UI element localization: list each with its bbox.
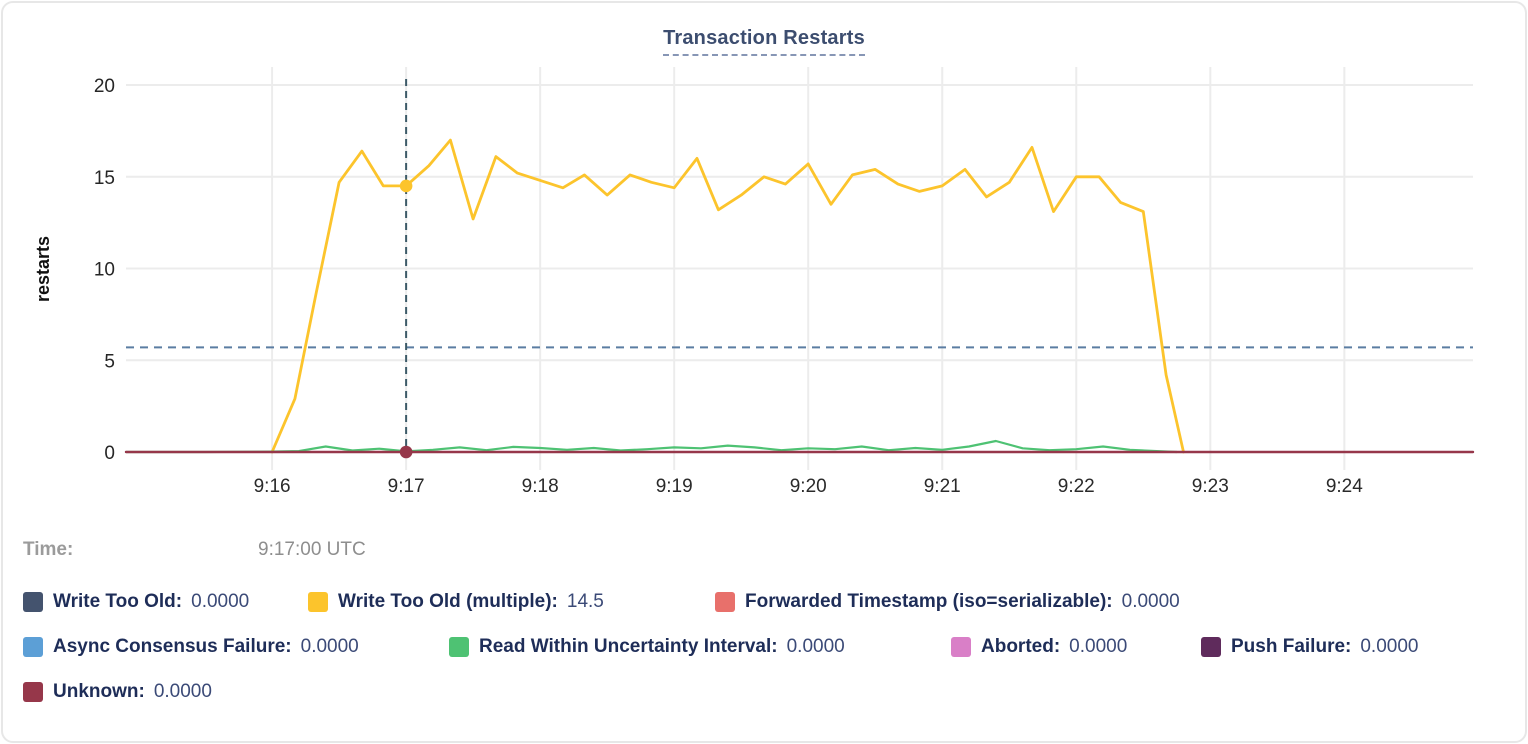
x-tick-label: 9:23 (1192, 476, 1229, 497)
legend-swatch (23, 682, 43, 702)
chart-canvas[interactable]: 0 5 10 15 20 9:16 9:17 9:18 9:19 9:20 9:21 9:22 9:23… (3, 3, 1527, 527)
legend-item-unknown: Unknown: 0.0000 (23, 681, 212, 703)
x-tick-label: 9:18 (522, 476, 559, 497)
legend-label: Push Failure: (1231, 636, 1352, 657)
y-tick-label: 15 (94, 168, 115, 189)
y-axis-title: restarts (33, 236, 53, 302)
legend-item-forwarded-timestamp-iso-serializable: Forwarded Timestamp (iso=serializable): 0… (715, 591, 1180, 613)
legend-value: 0.0000 (1121, 591, 1180, 612)
hover-dot-write-too-old-multiple (399, 179, 413, 193)
legend-item-write-too-old: Write Too Old: 0.0000 (23, 591, 249, 613)
legend-swatch (1201, 637, 1221, 657)
legend-item-read-within-uncertainty-interval: Read Within Uncertainty Interval: 0.0000 (449, 636, 845, 658)
legend-row: Async Consensus Failure: 0.0000 Read Withi… (3, 636, 1525, 662)
legend-label: Write Too Old (multiple): (338, 591, 558, 612)
hover-dot-unknown (399, 445, 413, 459)
legend-value: 0.0000 (300, 636, 359, 657)
chart-title[interactable]: Transaction Restarts (663, 27, 865, 56)
x-tick-label: 9:22 (1058, 476, 1095, 497)
series-line-write-too-old-multiple (270, 138, 1185, 454)
legend-label: Forwarded Timestamp (iso=serializable): (745, 591, 1113, 612)
y-tick-label: 10 (94, 260, 115, 281)
legend-swatch (449, 637, 469, 657)
legend-swatch (23, 592, 43, 612)
x-tick-label: 9:20 (790, 476, 827, 497)
legend-swatch (23, 637, 43, 657)
chart-header: Transaction Restarts (3, 27, 1525, 56)
legend-label: Read Within Uncertainty Interval: (479, 636, 778, 657)
legend-value: 0.0000 (191, 591, 250, 612)
time-label: Time: (23, 539, 74, 560)
legend-value: 0.0000 (1360, 636, 1419, 657)
legend-item-async-consensus-failure: Async Consensus Failure: 0.0000 (23, 636, 359, 658)
legend-row: Write Too Old: 0.0000 Write Too Old (multi… (3, 591, 1525, 617)
x-tick-label: 9:21 (924, 476, 961, 497)
legend-label: Aborted: (981, 636, 1061, 657)
y-tick-label: 5 (104, 351, 115, 372)
x-tick-label: 9:19 (656, 476, 693, 497)
legend-value: 0.0000 (786, 636, 845, 657)
legend-value: 14.5 (566, 591, 604, 612)
series-line-read-within-uncertainty-interval (124, 439, 1178, 454)
x-tick-label: 9:17 (388, 476, 425, 497)
legend-value: 0.0000 (153, 681, 212, 702)
y-tick-label: 0 (104, 443, 115, 464)
legend-item-push-failure: Push Failure: 0.0000 (1201, 636, 1418, 658)
legend-item-aborted: Aborted: 0.0000 (951, 636, 1127, 658)
x-tick-label: 9:16 (254, 476, 291, 497)
legend-swatch (308, 592, 328, 612)
legend-swatch (951, 637, 971, 657)
legend-value: 0.0000 (1069, 636, 1128, 657)
legend-row: Unknown: 0.0000 (3, 681, 1525, 707)
x-tick-label: 9:24 (1326, 476, 1363, 497)
legend-item-write-too-old-multiple: Write Too Old (multiple): 14.5 (308, 591, 604, 613)
hover-readout: Time: 9:17:00 UTC (3, 539, 1525, 563)
legend-label: Async Consensus Failure: (53, 636, 292, 657)
time-value: 9:17:00 UTC (258, 539, 366, 560)
legend-label: Unknown: (53, 681, 145, 702)
legend-label: Write Too Old: (53, 591, 183, 612)
legend-swatch (715, 592, 735, 612)
y-tick-label: 20 (94, 76, 115, 97)
